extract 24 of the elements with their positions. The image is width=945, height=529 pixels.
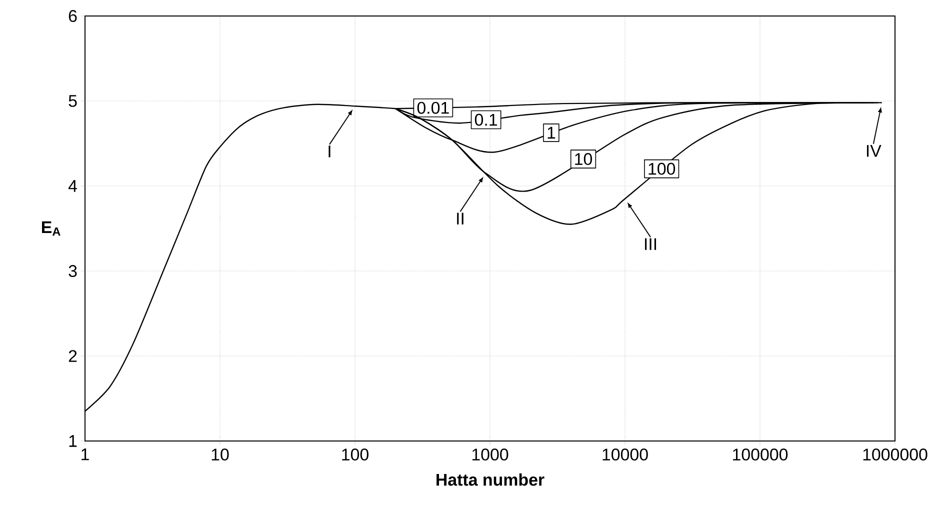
x-tick-label: 1000 [472,448,508,461]
text: E$_{A}$ [42,221,60,236]
x-tick-label: 10 [212,448,229,461]
series-label: 0.01 [417,102,449,114]
series-label: 10 [575,153,592,166]
y-tick-label: 4 [68,180,77,192]
y-tick-label: 2 [68,350,77,362]
annotation: III [645,238,656,250]
y-tick-label: 1 [69,435,77,447]
annotation: II [457,212,464,224]
annotation: IV [866,145,882,157]
series-label: 100 [648,162,676,175]
y-tick-label: 3 [68,265,77,277]
annotation: I [328,146,330,158]
x-axis-title: Hatta number [436,473,544,486]
x-tick-label: 100 [342,448,368,461]
series-label: 1 [548,126,556,139]
series-label: 0.1 [474,114,497,126]
x-tick-label: 1 [82,448,89,460]
y-tick-label: 5 [68,95,77,107]
x-tick-label: 10000 [602,448,648,461]
x-tick-label: 100000 [733,448,788,461]
y-tick-label: 6 [68,10,77,22]
x-tick-label: 1000000 [863,448,928,461]
